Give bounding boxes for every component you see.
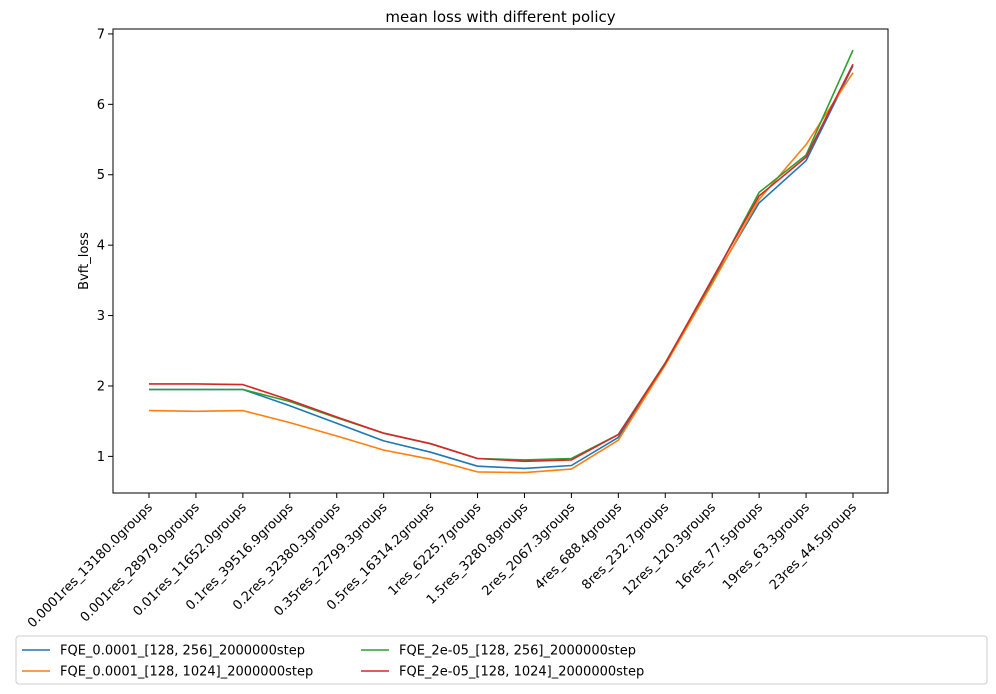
chart-title: mean loss with different policy xyxy=(385,8,615,26)
y-tick-label: 1 xyxy=(97,450,105,465)
y-tick-label: 5 xyxy=(97,168,105,183)
y-tick-label: 3 xyxy=(97,309,105,324)
series-line-4 xyxy=(149,63,854,463)
y-tick-label: 4 xyxy=(97,239,105,254)
y-tick-label: 6 xyxy=(97,98,105,113)
plot-frame xyxy=(112,28,889,494)
y-axis: 1 2 3 4 5 6 7 xyxy=(97,27,113,465)
y-axis-label: Bvft_loss xyxy=(77,232,92,290)
series-lines xyxy=(148,49,854,474)
series-line-2 xyxy=(148,72,854,474)
legend-entry-label: FQE_2e-05_[128, 1024]_2000000step xyxy=(399,665,644,680)
legend-entry-label: FQE_0.0001_[128, 1024]_2000000step xyxy=(60,665,313,680)
y-tick-label: 7 xyxy=(97,27,105,42)
legend: FQE_0.0001_[128, 256]_2000000step FQE_0.0… xyxy=(15,635,988,685)
legend-entry-label: FQE_2e-05_[128, 256]_2000000step xyxy=(399,644,636,659)
legend-box xyxy=(15,635,988,685)
legend-entry-label: FQE_0.0001_[128, 256]_2000000step xyxy=(60,644,305,659)
y-tick-label: 2 xyxy=(97,379,105,394)
